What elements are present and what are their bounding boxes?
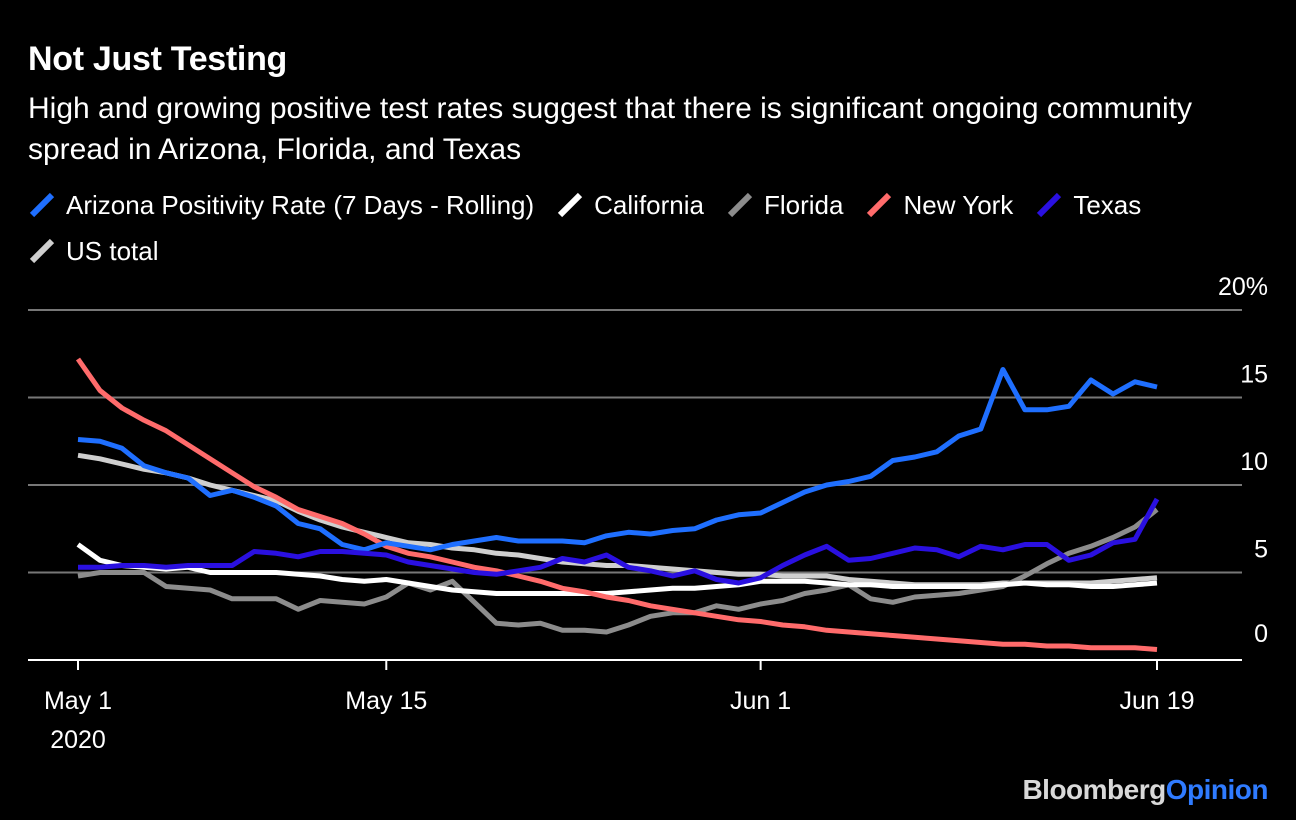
- series-line-new-york: [75, 357, 1158, 652]
- legend-item-arizona: Arizona Positivity Rate (7 Days - Rollin…: [28, 186, 534, 224]
- y-tick-label-0: 0: [1254, 620, 1268, 648]
- y-tick-label-15: 15: [1240, 361, 1268, 389]
- legend-item-new-york: New York: [865, 186, 1013, 224]
- legend-label-new-york: New York: [903, 189, 1014, 220]
- x-tick-label-1: May 15: [345, 687, 427, 715]
- legend-item-us-total: US total: [28, 232, 159, 270]
- series-line-us-total: [77, 452, 1158, 588]
- legend-label-us-total: US total: [66, 235, 159, 266]
- brand-logo: BloombergOpinion: [1022, 774, 1268, 806]
- legend-label-florida: Florida: [763, 189, 844, 220]
- x-tick-label-2: Jun 1: [730, 687, 791, 715]
- legend-swatch-florida: [727, 192, 753, 218]
- chart-title: Not Just Testing: [28, 40, 288, 78]
- x-tick-label-3: Jun 19: [1119, 687, 1194, 715]
- x-tick-sublabel-0: 2020: [50, 726, 106, 754]
- legend-item-texas: Texas: [1035, 186, 1141, 224]
- series-line-florida: [77, 507, 1159, 635]
- legend-swatch-new-york: [867, 192, 892, 218]
- series-line-arizona: [77, 367, 1158, 553]
- legend-item-florida: Florida: [726, 186, 843, 224]
- brand-opinion: Opinion: [1165, 774, 1269, 805]
- legend-label-texas: Texas: [1073, 189, 1142, 220]
- legend-swatch-us-total: [29, 238, 55, 264]
- brand-bloomberg: Bloomberg: [1022, 774, 1166, 805]
- y-tick-label-5: 5: [1254, 536, 1268, 564]
- series-line-california: [76, 542, 1158, 596]
- y-tick-label-20: 20%: [1218, 273, 1268, 301]
- legend-swatch-arizona: [29, 192, 55, 218]
- legend-label-arizona: Arizona Positivity Rate (7 Days - Rollin…: [66, 189, 535, 220]
- legend-label-california: California: [594, 189, 704, 220]
- legend-swatch-california: [558, 192, 583, 218]
- legend-item-california: California: [556, 186, 704, 224]
- series-line-texas: [78, 497, 1160, 586]
- legend: Arizona Positivity Rate (7 Days - Rollin…: [28, 186, 1268, 270]
- chart-subtitle: High and growing positive test rates sug…: [28, 92, 1192, 166]
- x-tick-label-0: May 1: [44, 687, 112, 715]
- legend-swatch-texas: [1037, 192, 1062, 218]
- y-tick-label-10: 10: [1240, 448, 1268, 476]
